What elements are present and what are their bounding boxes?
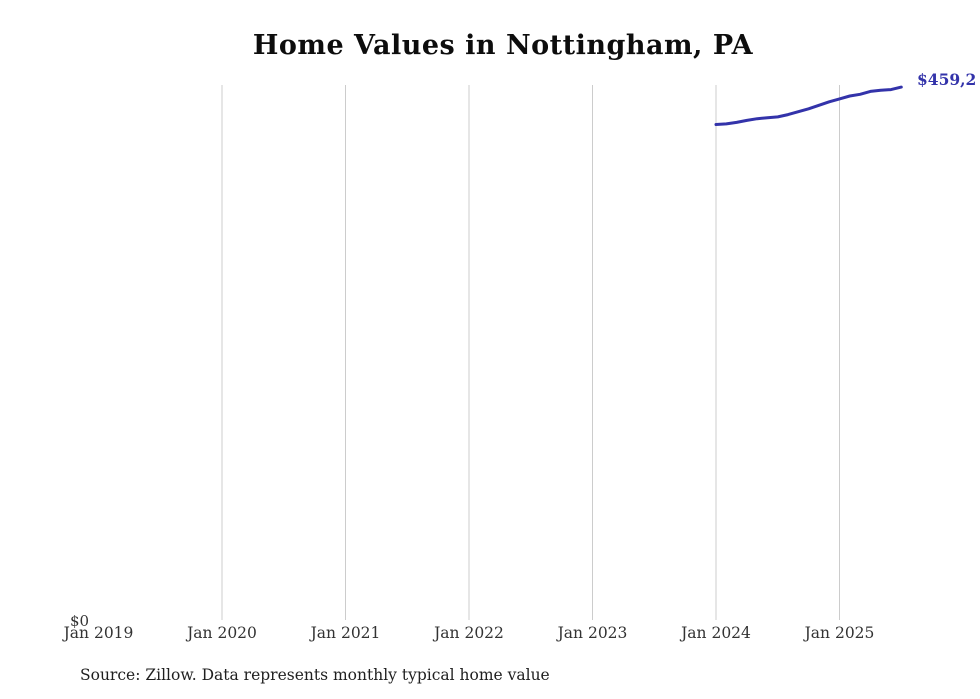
x-tick-label: Jan 2024 bbox=[681, 624, 751, 642]
x-tick-label: Jan 2022 bbox=[434, 624, 504, 642]
x-tick-label: Jan 2023 bbox=[557, 624, 628, 642]
latest-value-label: $459,2 bbox=[917, 70, 977, 89]
chart-title: Home Values in Nottingham, PA bbox=[252, 30, 754, 61]
source-note: Source: Zillow. Data represents monthly … bbox=[80, 666, 550, 684]
home-value-line bbox=[714, 85, 903, 126]
x-tick-label: Jan 2025 bbox=[804, 624, 875, 642]
y-axis-zero-label: $0 bbox=[70, 612, 90, 630]
x-tick-label: Jan 2019 bbox=[63, 624, 134, 642]
x-tick-label: Jan 2020 bbox=[187, 624, 257, 642]
x-tick-label: Jan 2021 bbox=[310, 624, 381, 642]
